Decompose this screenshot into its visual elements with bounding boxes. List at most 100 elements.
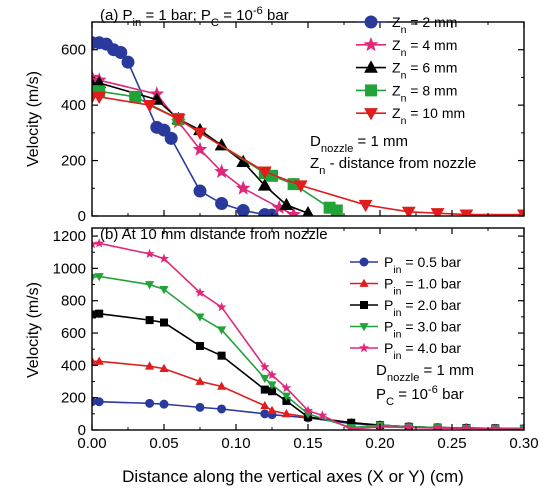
data-point xyxy=(196,341,204,350)
data-point xyxy=(195,287,205,297)
data-point xyxy=(401,206,416,216)
data-point xyxy=(214,163,230,178)
data-point xyxy=(121,55,135,69)
data-point xyxy=(217,351,226,360)
series-3 xyxy=(92,75,314,216)
data-point xyxy=(142,100,157,113)
data-point xyxy=(282,396,291,405)
data-point xyxy=(260,385,269,394)
data-point xyxy=(92,91,99,105)
y-tick-label: 400 xyxy=(61,357,86,374)
series-4-line xyxy=(92,90,338,212)
data-point xyxy=(346,423,357,430)
data-point xyxy=(92,75,107,89)
legend-marker xyxy=(359,323,369,332)
y-tick-label: 400 xyxy=(61,97,86,114)
data-point xyxy=(159,399,169,409)
data-point xyxy=(92,356,97,365)
legend-marker xyxy=(365,84,377,97)
series-2 xyxy=(92,69,302,216)
data-point xyxy=(92,238,97,249)
data-point xyxy=(281,382,292,393)
y-tick-label: 600 xyxy=(61,42,86,59)
data-point xyxy=(257,166,272,179)
data-point xyxy=(164,131,178,145)
data-point xyxy=(215,197,229,211)
x-axis-label: Distance along the vertical axes (X or Y… xyxy=(122,467,464,486)
data-point xyxy=(171,113,186,127)
legend-marker xyxy=(360,301,368,309)
y-axis-label: Velocity (m/s) xyxy=(25,71,42,167)
legend-entry: Zn = 8 mm xyxy=(392,82,457,104)
data-point xyxy=(157,123,171,137)
legend-entry: Pin = 3.0 bar xyxy=(384,319,461,341)
series-3-line xyxy=(92,82,309,214)
data-point xyxy=(159,363,169,372)
series-4 xyxy=(92,85,343,216)
x-tick-label: 0.30 xyxy=(509,435,538,452)
y-tick-label: 600 xyxy=(61,325,86,342)
data-point xyxy=(519,423,524,430)
data-point xyxy=(260,374,270,384)
x-tick-label: 0.05 xyxy=(149,435,178,452)
y-tick-label: 1000 xyxy=(53,260,86,277)
panel-title: (a) Pin = 1 bar; PC = 10-6 bar xyxy=(100,5,289,29)
data-point xyxy=(260,400,270,410)
data-point xyxy=(92,273,97,283)
x-tick-label: 0.15 xyxy=(293,435,322,452)
y-tick-label: 200 xyxy=(61,153,86,170)
y-tick-label: 0 xyxy=(78,422,86,439)
data-point xyxy=(293,180,308,193)
data-point xyxy=(236,154,251,168)
data-point xyxy=(459,209,474,216)
legend-marker xyxy=(364,15,378,29)
legend-entry: Pin = 2.0 bar xyxy=(384,297,461,319)
data-point xyxy=(330,204,343,216)
data-point xyxy=(159,286,169,295)
annotation-text: PC = 10-6 bar xyxy=(376,384,464,408)
data-point xyxy=(347,418,356,427)
legend-entry: Zn = 4 mm xyxy=(392,37,457,59)
data-point xyxy=(192,141,208,156)
x-tick-label: 0.25 xyxy=(437,435,466,452)
data-point xyxy=(145,398,155,408)
data-point xyxy=(94,273,104,282)
legend-entry: Pin = 4.0 bar xyxy=(384,340,461,362)
y-tick-label: 1200 xyxy=(53,228,86,245)
data-point xyxy=(236,203,250,216)
legend-marker xyxy=(363,37,379,52)
data-point xyxy=(216,301,227,312)
data-point xyxy=(92,310,96,319)
data-point xyxy=(358,199,373,213)
panel-title: (b) At 10 mm distance from nozzle xyxy=(100,226,328,243)
data-point xyxy=(195,313,205,322)
series-5 xyxy=(92,238,524,430)
y-tick-label: 0 xyxy=(78,208,86,225)
data-point xyxy=(281,409,291,418)
legend-entry: Zn = 6 mm xyxy=(392,60,457,82)
data-point xyxy=(129,90,142,103)
data-point xyxy=(95,309,104,318)
annotation-text: Dnozzle = 1 mm xyxy=(310,133,408,155)
data-point xyxy=(94,356,104,365)
data-point xyxy=(193,184,207,198)
legend-entry: Pin = 1.0 bar xyxy=(384,276,461,298)
data-point xyxy=(267,381,277,390)
data-point xyxy=(195,376,205,385)
data-point xyxy=(145,316,154,325)
data-point xyxy=(94,238,105,248)
data-point xyxy=(286,206,302,216)
data-point xyxy=(490,423,501,430)
series-1 xyxy=(92,36,279,216)
data-point xyxy=(92,91,107,105)
data-point xyxy=(268,387,276,396)
data-point xyxy=(432,422,443,430)
data-point xyxy=(193,127,207,141)
data-point xyxy=(517,209,524,216)
data-point xyxy=(217,326,227,335)
data-point xyxy=(217,404,227,414)
legend-marker xyxy=(364,60,378,73)
y-tick-label: 200 xyxy=(61,390,86,407)
